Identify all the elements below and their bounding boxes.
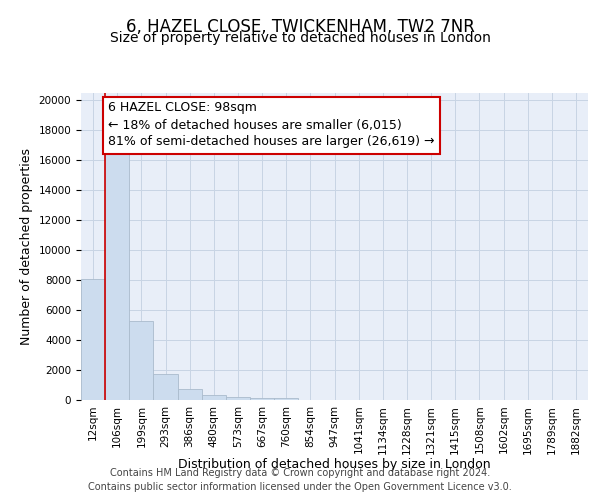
Bar [178,389,202,400]
X-axis label: Distribution of detached houses by size in London: Distribution of detached houses by size … [178,458,491,471]
Bar [81,278,105,400]
Bar [202,396,226,400]
Bar [226,397,250,400]
Text: Size of property relative to detached houses in London: Size of property relative to detached ho… [110,31,490,45]
Y-axis label: Number of detached properties: Number of detached properties [20,148,33,345]
Bar [274,398,298,400]
Bar [154,374,178,400]
Text: Contains HM Land Registry data © Crown copyright and database right 2024.
Contai: Contains HM Land Registry data © Crown c… [88,468,512,492]
Bar [105,152,129,400]
Text: 6 HAZEL CLOSE: 98sqm
← 18% of detached houses are smaller (6,015)
81% of semi-de: 6 HAZEL CLOSE: 98sqm ← 18% of detached h… [108,102,434,148]
Bar [129,320,154,400]
Text: 6, HAZEL CLOSE, TWICKENHAM, TW2 7NR: 6, HAZEL CLOSE, TWICKENHAM, TW2 7NR [125,18,475,36]
Bar [250,398,274,400]
